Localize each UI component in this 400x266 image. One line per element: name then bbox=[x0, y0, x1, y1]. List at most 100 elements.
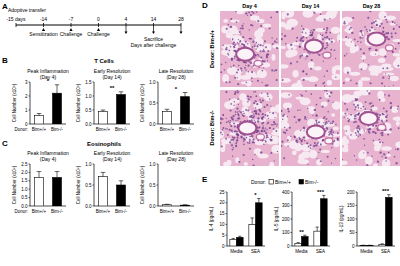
alveolus bbox=[291, 142, 298, 145]
nucleus bbox=[302, 36, 304, 38]
nucleus bbox=[332, 121, 334, 123]
nucleus bbox=[295, 122, 296, 123]
nucleus bbox=[302, 28, 304, 30]
y-tick bbox=[291, 246, 293, 247]
nucleus bbox=[246, 82, 248, 84]
nucleus bbox=[315, 120, 317, 122]
nucleus bbox=[329, 133, 331, 135]
nucleus bbox=[243, 138, 245, 140]
legend-label: Bim-/- bbox=[305, 179, 319, 185]
timeline-event: Challenge bbox=[87, 31, 110, 37]
nucleus bbox=[237, 42, 238, 43]
nucleus bbox=[371, 156, 372, 157]
nucleus bbox=[344, 55, 346, 57]
alveolus bbox=[229, 26, 238, 35]
nucleus bbox=[255, 42, 257, 44]
tissue bbox=[281, 11, 340, 87]
nucleus bbox=[316, 122, 318, 124]
y-tick-label: 2.5 bbox=[21, 162, 28, 167]
nucleus bbox=[370, 109, 372, 111]
nucleus bbox=[323, 28, 325, 30]
alveolus bbox=[342, 147, 348, 152]
nucleus bbox=[325, 127, 327, 129]
error-bar bbox=[119, 181, 124, 185]
nucleus bbox=[326, 47, 328, 49]
nucleus bbox=[348, 37, 349, 38]
nucleus bbox=[320, 144, 321, 145]
nucleus bbox=[261, 122, 263, 124]
y-tick-label: 2.0 bbox=[21, 170, 28, 175]
histology-image bbox=[342, 11, 400, 87]
alveolus bbox=[263, 43, 271, 51]
nucleus bbox=[247, 43, 249, 45]
nucleus bbox=[230, 124, 231, 125]
y-axis bbox=[94, 164, 95, 206]
nucleus bbox=[358, 127, 360, 129]
nucleus bbox=[369, 82, 371, 84]
nucleus bbox=[239, 41, 241, 43]
nucleus bbox=[382, 67, 384, 69]
nucleus bbox=[261, 130, 263, 132]
nucleus bbox=[395, 48, 397, 50]
row-label: Donor: Bim+/+ bbox=[209, 30, 215, 68]
chart: 0.00.51.0Cell Number (x10⁵)Late Resoluti… bbox=[140, 68, 194, 132]
nucleus bbox=[327, 111, 329, 113]
alveolus bbox=[302, 11, 313, 18]
nucleus bbox=[231, 130, 233, 132]
y-tick bbox=[291, 232, 293, 233]
alveolus bbox=[333, 139, 340, 147]
nucleus bbox=[266, 129, 267, 130]
y-tick bbox=[226, 224, 228, 225]
alveolus bbox=[314, 11, 322, 13]
nucleus bbox=[369, 47, 371, 49]
error-bar bbox=[55, 172, 60, 178]
nucleus bbox=[261, 118, 263, 120]
nucleus bbox=[237, 90, 239, 91]
y-tick bbox=[29, 189, 31, 190]
nucleus bbox=[395, 162, 397, 164]
nucleus bbox=[244, 67, 246, 69]
nucleus bbox=[231, 58, 232, 59]
nucleus bbox=[299, 46, 301, 48]
error-bar bbox=[251, 218, 254, 224]
nucleus bbox=[395, 32, 397, 34]
chart: 0510152025IL-4 (pg/mL)MediaSEA*Donor:Bim… bbox=[209, 179, 319, 254]
nucleus bbox=[271, 136, 272, 137]
alveolus bbox=[257, 69, 267, 78]
nucleus bbox=[222, 127, 224, 129]
nucleus bbox=[287, 139, 289, 141]
nucleus bbox=[243, 140, 245, 142]
nucleus bbox=[327, 36, 328, 37]
nucleus bbox=[398, 127, 400, 129]
nucleus bbox=[249, 136, 251, 138]
nucleus bbox=[236, 91, 238, 93]
nucleus bbox=[250, 140, 251, 141]
airway bbox=[360, 112, 378, 125]
marks bbox=[99, 92, 126, 124]
nucleus bbox=[230, 103, 232, 105]
nucleus bbox=[245, 12, 247, 14]
nucleus bbox=[266, 104, 268, 106]
nucleus bbox=[387, 32, 389, 34]
nucleus bbox=[322, 38, 324, 40]
y-axis-label: IL-13 (pg/mL) bbox=[339, 205, 344, 233]
alveolus bbox=[281, 122, 289, 129]
nucleus bbox=[324, 85, 326, 87]
nucleus bbox=[233, 105, 234, 106]
nucleus bbox=[233, 65, 235, 67]
nucleus bbox=[379, 141, 381, 143]
nucleus bbox=[360, 68, 362, 70]
nucleus bbox=[290, 44, 292, 46]
nucleus bbox=[302, 79, 304, 81]
nucleus bbox=[367, 126, 368, 127]
nucleus bbox=[305, 117, 307, 119]
error-bar bbox=[232, 238, 235, 239]
nucleus bbox=[235, 114, 237, 116]
nucleus bbox=[257, 54, 258, 55]
nucleus bbox=[233, 122, 235, 124]
nucleus bbox=[329, 95, 331, 97]
nucleus bbox=[393, 28, 395, 30]
nucleus bbox=[303, 136, 305, 138]
y-tick-label: 100 bbox=[347, 217, 355, 222]
nucleus bbox=[326, 118, 328, 120]
